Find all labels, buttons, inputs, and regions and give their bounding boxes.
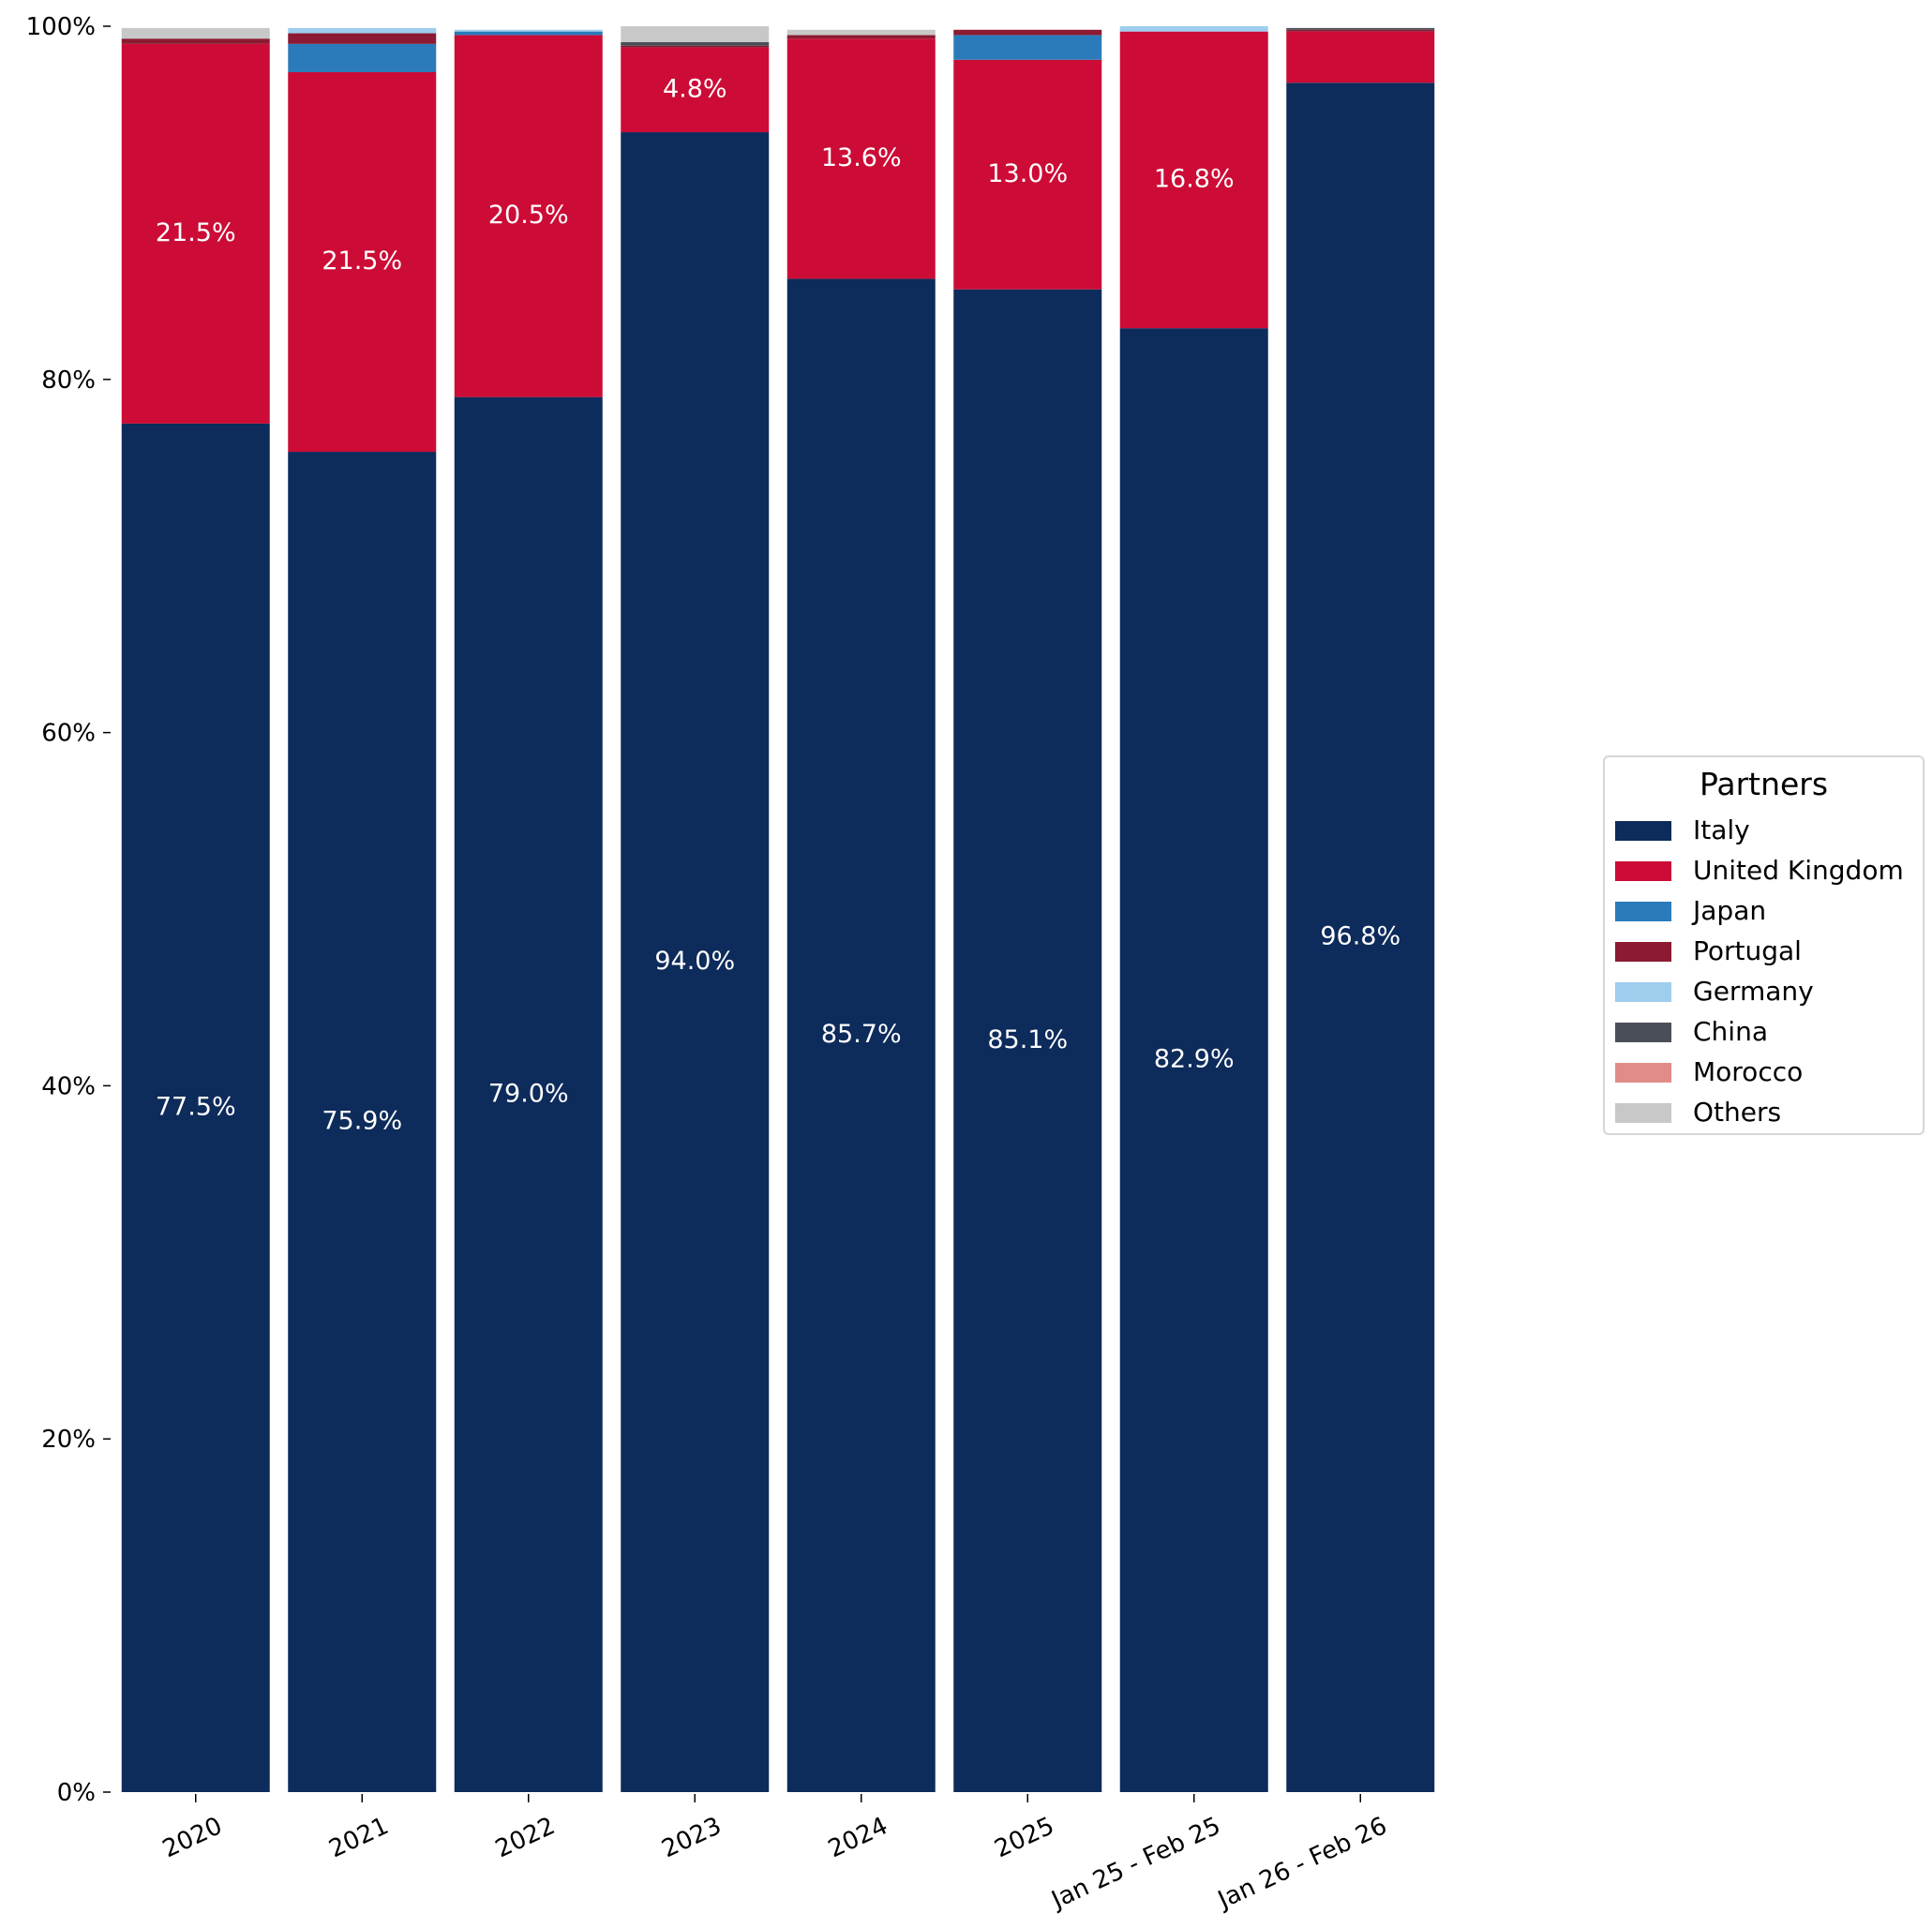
- legend-item: Morocco: [1615, 1056, 1803, 1087]
- bar-value-label: 79.0%: [488, 1079, 569, 1108]
- bar-segment-germany: [288, 27, 437, 34]
- bar-segment-portugal: [288, 33, 437, 44]
- bar-segment-united-kingdom: [786, 38, 936, 279]
- bar-segment-portugal: [621, 45, 770, 48]
- bar-value-label: 77.5%: [156, 1092, 236, 1121]
- legend: Partners Italy United Kingdom Japan Portuga…: [1603, 755, 1925, 1135]
- bar-segment-united-kingdom: [454, 35, 603, 397]
- bar-segment-portugal: [786, 35, 936, 39]
- bar-segment-italy: [121, 423, 270, 1792]
- y-tick-label: 0%: [57, 1779, 96, 1807]
- bar-segment-germany: [454, 29, 603, 32]
- bar-value-label: 13.6%: [821, 143, 902, 172]
- y-tick-label: 80%: [41, 366, 96, 395]
- y-tick-label: 40%: [41, 1072, 96, 1100]
- bar-labels: 77.5% 21.5% 75.9% 21.5% 79.0% 20.5% 94.0% 4.8% 8…: [156, 74, 1400, 1135]
- bar-segment-united-kingdom: [1286, 31, 1435, 83]
- bar-value-label: 96.8%: [1320, 922, 1400, 951]
- legend-label: Others: [1693, 1097, 1781, 1128]
- legend-label: Portugal: [1693, 935, 1802, 966]
- legend-items: Italy United Kingdom Japan Portugal Germany C…: [1615, 815, 1904, 1128]
- bar-segment-japan: [288, 43, 437, 72]
- bar-segment-united-kingdom: [953, 59, 1102, 290]
- bar-segment-italy: [288, 452, 437, 1793]
- bars: [121, 26, 1435, 1793]
- bar-value-label: 85.7%: [821, 1020, 902, 1049]
- bar-segment-united-kingdom: [621, 47, 770, 133]
- bar-segment-china: [1286, 27, 1435, 30]
- legend-swatch: [1615, 1063, 1671, 1083]
- bar-segment-portugal: [1286, 29, 1435, 32]
- y-tick-label: 100%: [26, 13, 96, 41]
- bar-segment-japan: [454, 31, 603, 36]
- legend-swatch: [1615, 942, 1671, 962]
- legend-label: United Kingdom: [1693, 855, 1904, 886]
- bar-segment-united-kingdom: [121, 43, 270, 424]
- x-tick-label: 2024: [824, 1812, 892, 1863]
- bar-segment-italy: [953, 289, 1102, 1792]
- y-axis: 0% 20% 40% 60% 80% 100%: [26, 13, 111, 1807]
- bar-segment-italy: [454, 396, 603, 1792]
- legend-item: China: [1615, 1016, 1768, 1047]
- bar-value-label: 16.8%: [1154, 164, 1235, 193]
- bar-segment-italy: [1119, 328, 1268, 1792]
- y-tick-label: 20%: [41, 1426, 96, 1454]
- legend-item: United Kingdom: [1615, 855, 1904, 886]
- x-tick-label: 2025: [991, 1812, 1059, 1863]
- bar-segment-others: [786, 29, 936, 36]
- bar-segment-japan: [953, 35, 1102, 60]
- bar-value-label: 85.1%: [987, 1025, 1068, 1054]
- legend-label: Germany: [1693, 976, 1814, 1007]
- legend-swatch: [1615, 1103, 1671, 1123]
- bar-segment-others: [621, 26, 770, 42]
- legend-item: Others: [1615, 1097, 1781, 1128]
- legend-item: Germany: [1615, 976, 1814, 1007]
- bar-value-label: 75.9%: [322, 1107, 402, 1136]
- x-tick-label: Jan 26 - Feb 26: [1212, 1812, 1391, 1915]
- legend-label: China: [1693, 1016, 1768, 1047]
- legend-swatch: [1615, 861, 1671, 881]
- x-tick-label: 2021: [325, 1812, 394, 1863]
- x-tick-label: 2023: [658, 1812, 726, 1863]
- bar-segment-united-kingdom: [288, 71, 437, 453]
- bar-segment-italy: [621, 132, 770, 1792]
- x-tick-label: 2020: [158, 1812, 227, 1863]
- legend-label: Italy: [1693, 815, 1750, 845]
- bar-segment-portugal: [121, 38, 270, 44]
- bar-value-label: 94.0%: [654, 947, 735, 976]
- bar-segment-italy: [786, 278, 936, 1792]
- legend-label: Japan: [1691, 895, 1766, 926]
- legend-swatch: [1615, 1023, 1671, 1042]
- bar-value-label: 20.5%: [488, 201, 569, 230]
- bar-segment-italy: [1286, 82, 1435, 1793]
- bar-segment-united-kingdom: [1119, 31, 1268, 329]
- bar-value-label: 4.8%: [663, 74, 727, 103]
- x-tick-label: Jan 25 - Feb 25: [1046, 1812, 1225, 1915]
- bar-segment-china: [621, 41, 770, 46]
- legend-frame: [1603, 755, 1925, 1135]
- legend-label: Morocco: [1693, 1056, 1803, 1087]
- legend-swatch: [1615, 821, 1671, 841]
- bar-value-label: 21.5%: [156, 218, 236, 247]
- y-tick-label: 60%: [41, 720, 96, 748]
- legend-item: Japan: [1615, 895, 1766, 926]
- legend-title: Partners: [1700, 766, 1828, 802]
- legend-swatch: [1615, 902, 1671, 921]
- bar-value-label: 13.0%: [987, 159, 1068, 188]
- legend-item: Portugal: [1615, 935, 1802, 966]
- bar-value-label: 82.9%: [1154, 1045, 1235, 1074]
- bar-segment-germany: [1119, 26, 1268, 32]
- bar-segment-portugal: [953, 29, 1102, 36]
- x-tick-label: 2022: [491, 1812, 560, 1863]
- legend-item: Italy: [1615, 815, 1750, 845]
- bar-segment-others: [121, 27, 270, 39]
- bar-value-label: 21.5%: [322, 247, 402, 276]
- legend-swatch: [1615, 982, 1671, 1002]
